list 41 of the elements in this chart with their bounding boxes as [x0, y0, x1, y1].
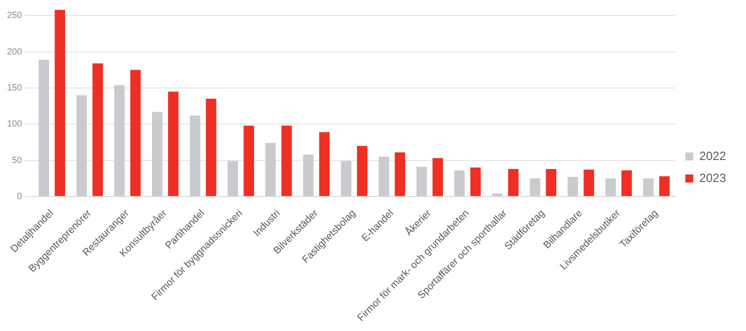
bar	[303, 154, 314, 196]
bar	[152, 112, 162, 196]
bar	[38, 60, 50, 196]
y-tick-label: 200	[6, 46, 22, 56]
bar	[659, 176, 670, 196]
bar	[605, 178, 616, 196]
legend-label: 2023	[699, 170, 726, 185]
bar	[416, 166, 427, 196]
bar	[378, 156, 390, 196]
y-tick-label: 100	[6, 118, 22, 129]
legend-label: 2022	[699, 148, 726, 163]
bar	[546, 168, 556, 196]
bar	[394, 152, 406, 196]
bar	[432, 158, 443, 196]
y-tick-label: 0	[17, 190, 22, 201]
bar	[76, 95, 87, 196]
bar	[265, 142, 276, 196]
bar	[454, 170, 465, 196]
bar	[130, 70, 141, 196]
bar	[584, 170, 594, 196]
y-tick-label: 50	[12, 154, 22, 165]
bar	[244, 126, 254, 196]
bar	[54, 10, 66, 196]
bar	[643, 178, 654, 196]
bar	[470, 168, 481, 196]
bar	[92, 63, 103, 196]
bar	[530, 178, 540, 196]
bar	[190, 115, 200, 196]
bar	[568, 176, 578, 196]
bar	[340, 161, 352, 196]
bar	[508, 168, 519, 196]
bar	[281, 126, 292, 196]
y-tick-label: 150	[6, 82, 22, 92]
bar	[168, 92, 178, 196]
bar	[319, 132, 330, 196]
bar	[621, 170, 632, 196]
bar	[206, 98, 216, 196]
bar	[228, 161, 238, 196]
y-tick-label: 250	[6, 10, 22, 20]
bar	[356, 146, 368, 196]
bar	[114, 85, 125, 196]
